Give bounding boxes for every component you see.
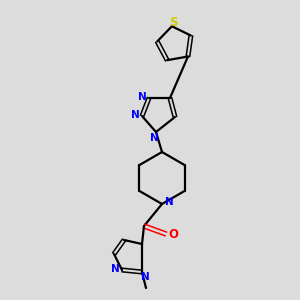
Text: S: S (169, 16, 178, 29)
Text: N: N (141, 272, 149, 282)
Text: N: N (165, 197, 173, 207)
Text: N: N (130, 110, 140, 120)
Text: N: N (138, 92, 146, 102)
Text: O: O (168, 227, 178, 241)
Text: N: N (150, 133, 158, 143)
Text: N: N (111, 264, 119, 274)
